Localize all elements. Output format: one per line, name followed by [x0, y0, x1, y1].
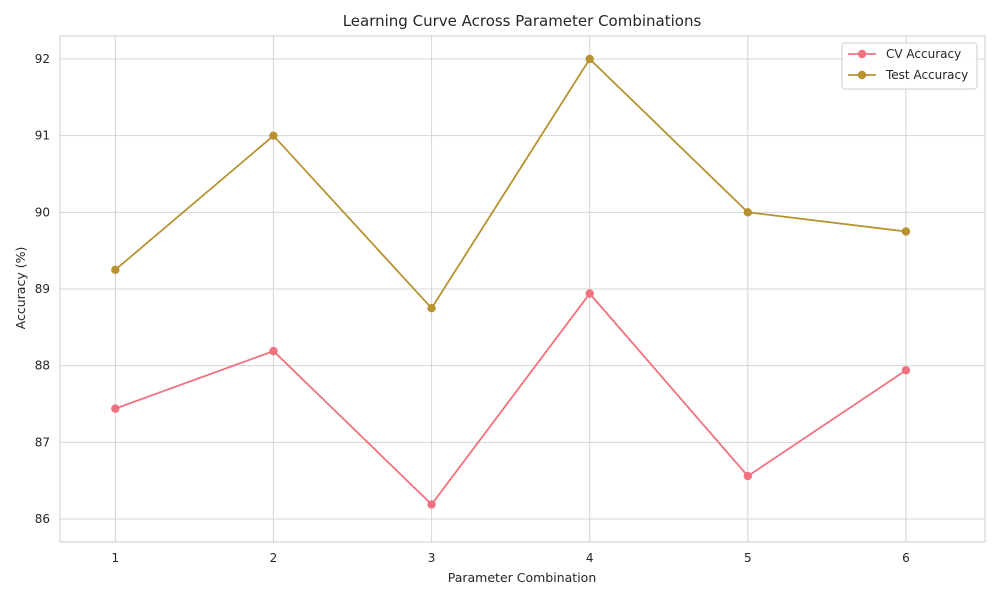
legend: CV Accuracy Test Accuracy — [841, 42, 978, 90]
data-point — [901, 227, 911, 236]
legend-item: CV Accuracy — [848, 47, 961, 61]
y-tick-label: 89 — [35, 282, 50, 296]
data-point — [111, 265, 120, 275]
data-point — [427, 303, 436, 313]
x-tick-label: 3 — [428, 551, 436, 565]
y-tick-label: 87 — [35, 435, 50, 449]
data-point — [743, 208, 753, 217]
series-layer — [111, 54, 911, 509]
x-tick-label: 1 — [112, 551, 120, 565]
y-tick-label: 91 — [35, 129, 50, 143]
y-tick-label: 92 — [35, 52, 50, 66]
x-axis-label: Parameter Combination — [448, 570, 597, 585]
y-axis-label: Accuracy (%) — [13, 247, 28, 330]
tick-labels: 1 2 3 4 5 6 86 87 88 89 90 91 92 — [35, 52, 910, 565]
data-point — [901, 366, 911, 375]
legend-item: Test Accuracy — [848, 68, 968, 82]
grid-lines — [60, 36, 985, 542]
chart-title: Learning Curve Across Parameter Combinat… — [343, 12, 702, 30]
series-line — [114, 292, 907, 506]
legend-label: CV Accuracy — [886, 47, 961, 61]
legend-marker — [857, 49, 867, 59]
data-point — [269, 346, 278, 356]
data-point — [585, 54, 594, 64]
data-point — [111, 404, 120, 413]
x-tick-label: 5 — [744, 551, 752, 565]
series-0 — [111, 289, 911, 509]
legend-label: Test Accuracy — [885, 68, 968, 82]
y-tick-label: 88 — [35, 359, 50, 373]
data-point — [743, 471, 753, 481]
legend-marker — [857, 70, 867, 80]
y-tick-label: 90 — [35, 205, 50, 219]
x-tick-label: 4 — [586, 551, 594, 565]
series-line — [114, 57, 907, 310]
y-tick-label: 86 — [35, 512, 50, 526]
plot-border — [59, 35, 986, 543]
x-tick-label: 2 — [270, 551, 278, 565]
x-tick-label: 6 — [902, 551, 910, 565]
data-point — [269, 131, 278, 140]
series-1 — [111, 54, 911, 313]
plot-frame — [59, 35, 986, 543]
data-point — [585, 289, 594, 298]
data-point — [427, 500, 436, 509]
